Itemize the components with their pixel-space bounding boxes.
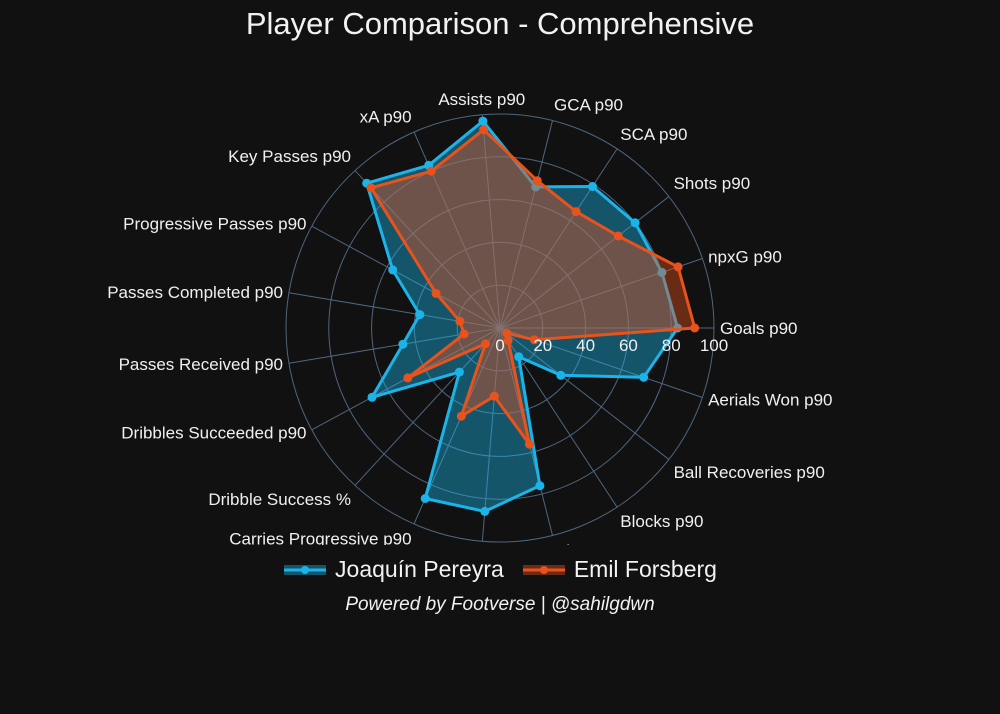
radial-tick-label: 60 bbox=[619, 336, 638, 355]
data-point-series-1 bbox=[571, 207, 581, 217]
data-point-series-0 bbox=[535, 481, 545, 491]
grid-spoke bbox=[481, 327, 501, 542]
data-point-series-0 bbox=[480, 506, 490, 516]
radial-tick-label: 40 bbox=[576, 336, 595, 355]
data-point-series-1 bbox=[524, 439, 534, 449]
legend: Joaquín Pereyra Emil Forsberg bbox=[0, 556, 1000, 583]
grid-spoke bbox=[499, 258, 703, 329]
data-point-series-1 bbox=[502, 328, 512, 338]
data-point-series-1 bbox=[690, 323, 700, 333]
data-point-series-0 bbox=[588, 182, 597, 191]
grid-spoke bbox=[499, 120, 554, 329]
axis-label: Key Passes p90 bbox=[228, 147, 351, 166]
data-point-series-1 bbox=[532, 176, 542, 186]
grid-spoke bbox=[354, 327, 501, 486]
axis-label: Dribble Success % bbox=[208, 490, 351, 509]
data-point-series-1 bbox=[503, 336, 513, 345]
data-point-series-1 bbox=[673, 262, 683, 272]
axis-label: Progressive Passes p90 bbox=[123, 214, 306, 233]
axis-label: SCA p90 bbox=[620, 125, 687, 144]
axis-label: xA p90 bbox=[360, 108, 412, 127]
data-point-series-1 bbox=[366, 183, 376, 193]
axis-label: npxG p90 bbox=[708, 248, 782, 267]
data-point-series-1 bbox=[489, 391, 499, 401]
axis-label: Shots p90 bbox=[674, 174, 751, 193]
axis-label: GCA p90 bbox=[554, 96, 623, 115]
legend-item-series-0[interactable]: Joaquín Pereyra bbox=[283, 556, 504, 583]
data-point-series-1 bbox=[431, 288, 441, 298]
radial-tick-label: 100 bbox=[700, 336, 728, 355]
radial-tick-label: 20 bbox=[533, 336, 552, 355]
axis-label: Aerials Won p90 bbox=[708, 390, 832, 409]
chart-title: Player Comparison - Comprehensive bbox=[245, 6, 755, 41]
radial-tick-label: 80 bbox=[662, 336, 681, 355]
data-point-series-0 bbox=[657, 267, 667, 277]
grid-spoke bbox=[499, 148, 618, 329]
data-point-series-1 bbox=[529, 335, 539, 345]
data-point-series-0 bbox=[420, 494, 430, 503]
data-point-series-0 bbox=[398, 339, 408, 349]
data-point-series-0 bbox=[415, 310, 425, 320]
data-point-series-0 bbox=[454, 367, 464, 377]
grid-spoke bbox=[354, 170, 501, 329]
data-point-series-1 bbox=[455, 316, 465, 326]
series-area-1 bbox=[369, 128, 697, 446]
credit-text: Powered by Footverse | @sahilgdwn bbox=[345, 594, 655, 615]
radial-tick-label: 0 bbox=[495, 336, 504, 355]
data-point-series-0 bbox=[556, 370, 566, 380]
axis-label: Carries Progressive p90 bbox=[229, 530, 411, 546]
legend-label-series-0: Joaquín Pereyra bbox=[335, 556, 504, 582]
data-point-series-1 bbox=[456, 411, 466, 421]
grid-spoke bbox=[499, 327, 670, 460]
data-point-series-1 bbox=[479, 125, 489, 135]
axis-label: Clearances p90 bbox=[554, 541, 673, 545]
axis-label: Goals p90 bbox=[720, 319, 798, 338]
series-area-0 bbox=[365, 119, 680, 513]
data-point-series-1 bbox=[403, 373, 413, 383]
legend-item-series-1[interactable]: Emil Forsberg bbox=[522, 556, 717, 583]
data-point-series-1 bbox=[613, 231, 623, 241]
grid-spoke bbox=[499, 196, 670, 329]
data-point-series-0 bbox=[639, 372, 649, 382]
data-point-series-1 bbox=[459, 329, 469, 339]
axis-label: Assists p90 bbox=[438, 90, 525, 109]
grid-spoke bbox=[481, 114, 501, 329]
legend-label-series-1: Emil Forsberg bbox=[573, 556, 717, 582]
axis-label: Ball Recoveries p90 bbox=[674, 463, 825, 482]
axis-label: Passes Completed p90 bbox=[107, 283, 283, 302]
radar-chart: Goals p90 npxG p90 Shots p90 SCA p90 GCA p90… bbox=[107, 90, 832, 546]
legend-swatch-series-1 bbox=[522, 564, 565, 575]
legend-swatch-series-0 bbox=[284, 564, 327, 575]
data-point-series-0 bbox=[367, 392, 377, 402]
axis-label: Blocks p90 bbox=[620, 512, 703, 531]
axis-label: Dribbles Succeeded p90 bbox=[121, 424, 306, 443]
grid-spoke bbox=[288, 292, 501, 329]
axis-label: Passes Received p90 bbox=[119, 355, 283, 374]
data-point-series-1 bbox=[481, 339, 490, 349]
grid-spoke bbox=[311, 225, 501, 329]
data-point-series-1 bbox=[426, 166, 436, 176]
data-point-series-0 bbox=[388, 265, 398, 275]
data-point-series-0 bbox=[514, 352, 524, 362]
data-point-series-0 bbox=[478, 116, 488, 126]
data-point-series-0 bbox=[630, 218, 640, 228]
